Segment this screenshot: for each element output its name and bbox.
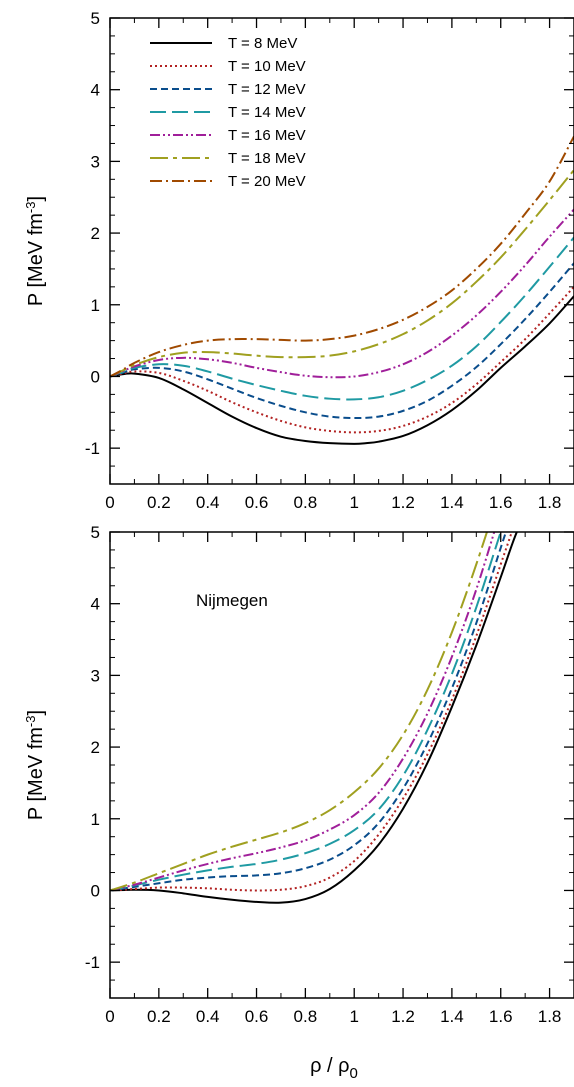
- top-y-tick-label: 0: [91, 367, 100, 386]
- bottom-x-tick-label: 1.4: [440, 1007, 464, 1026]
- top-y-axis-label: P [MeV fm-3]: [23, 196, 47, 306]
- top-x-tick-label: 0.6: [245, 493, 269, 512]
- top-x-tick-label: 1.6: [489, 493, 513, 512]
- bottom-y-tick-label: 5: [91, 523, 100, 542]
- top-x-tick-label: 1.2: [391, 493, 415, 512]
- top-series-t-18-mev: [110, 169, 574, 378]
- legend-label-t-14-mev: T = 14 MeV: [228, 104, 306, 121]
- bottom-plot-frame: [109, 531, 574, 999]
- top-curves: [110, 135, 574, 445]
- legend-label-t-8-mev: T = 8 MeV: [228, 35, 297, 52]
- top-x-tick-label: 1.8: [538, 493, 562, 512]
- bottom-y-tick-label: 2: [91, 738, 100, 757]
- bottom-series-t-10-mev: [110, 532, 513, 892]
- bottom-x-tick-label: 0.4: [196, 1007, 220, 1026]
- top-x-tick-label: 0: [105, 493, 114, 512]
- top-chart-panel: 0 0.2 0.4 0.6 0.8 1 1.2 1.4 1.6 1.8 -1 0 1 2 3 4 5 T = 8…: [23, 9, 574, 512]
- top-y-tick-label: 1: [91, 296, 100, 315]
- bottom-annotation-nijmegen: Nijmegen: [196, 591, 268, 610]
- top-x-tick-label: 0.4: [196, 493, 220, 512]
- bottom-x-tick-label: 0.6: [245, 1007, 269, 1026]
- x-axis-label: ρ / ρ0: [310, 1055, 358, 1082]
- bottom-y-tick-label: 3: [91, 666, 100, 685]
- bottom-x-tick-label: 1: [349, 1007, 358, 1026]
- bottom-series-t-18-mev: [110, 532, 489, 892]
- top-series-t-8-mev: [110, 295, 574, 445]
- top-y-tick-label: 5: [91, 9, 100, 28]
- top-legend: T = 8 MeV T = 10 MeV T = 12 MeV T = 14 MeV T…: [150, 35, 306, 190]
- legend-label-t-12-mev: T = 12 MeV: [228, 81, 306, 98]
- legend-label-t-20-mev: T = 20 MeV: [228, 173, 306, 190]
- legend-label-t-18-mev: T = 18 MeV: [228, 150, 306, 167]
- top-y-tick-label: 2: [91, 224, 100, 243]
- bottom-curves: [110, 532, 518, 904]
- bottom-ticks: 0 0.2 0.4 0.6 0.8 1 1.2 1.4 1.6 1.8 -1 0 1 2 3 4 5: [85, 523, 574, 1026]
- legend-label-t-16-mev: T = 16 MeV: [228, 127, 306, 144]
- bottom-series-t-12-mev: [110, 532, 507, 892]
- bottom-chart-panel: 0 0.2 0.4 0.6 0.8 1 1.2 1.4 1.6 1.8 -1 0 1 2 3 4 5 Nijme…: [23, 523, 574, 1082]
- top-series-t-14-mev: [110, 236, 574, 401]
- bottom-x-tick-label: 1.2: [391, 1007, 415, 1026]
- top-series-t-10-mev: [110, 286, 574, 434]
- top-ticks: 0 0.2 0.4 0.6 0.8 1 1.2 1.4 1.6 1.8 -1 0 1 2 3 4 5: [85, 9, 574, 512]
- top-x-tick-label: 1.4: [440, 493, 464, 512]
- bottom-series-t-8-mev: [110, 532, 518, 904]
- bottom-y-tick-label: 0: [91, 881, 100, 900]
- top-y-tick-label: 3: [91, 152, 100, 171]
- top-series-t-12-mev: [110, 262, 574, 420]
- top-y-tick-label: -1: [85, 439, 100, 458]
- bottom-x-tick-label: 0: [105, 1007, 114, 1026]
- top-series-t-20-mev: [110, 135, 574, 378]
- top-x-tick-label: 0.8: [294, 493, 318, 512]
- legend-label-t-10-mev: T = 10 MeV: [228, 58, 306, 75]
- top-x-tick-label: 0.2: [147, 493, 171, 512]
- bottom-y-axis-label: P [MeV fm-3]: [23, 710, 47, 820]
- bottom-x-tick-label: 0.8: [294, 1007, 318, 1026]
- bottom-x-tick-label: 0.2: [147, 1007, 171, 1026]
- bottom-series-t-14-mev: [110, 532, 502, 892]
- top-plot-frame: [109, 17, 574, 485]
- top-x-tick-label: 1: [349, 493, 358, 512]
- bottom-y-tick-label: -1: [85, 953, 100, 972]
- bottom-y-tick-label: 4: [91, 595, 100, 614]
- top-y-tick-label: 4: [91, 81, 100, 100]
- bottom-series-t-16-mev: [110, 532, 496, 892]
- bottom-y-tick-label: 1: [91, 810, 100, 829]
- bottom-x-tick-label: 1.6: [489, 1007, 513, 1026]
- top-series-t-16-mev: [110, 208, 574, 379]
- bottom-x-tick-label: 1.8: [538, 1007, 562, 1026]
